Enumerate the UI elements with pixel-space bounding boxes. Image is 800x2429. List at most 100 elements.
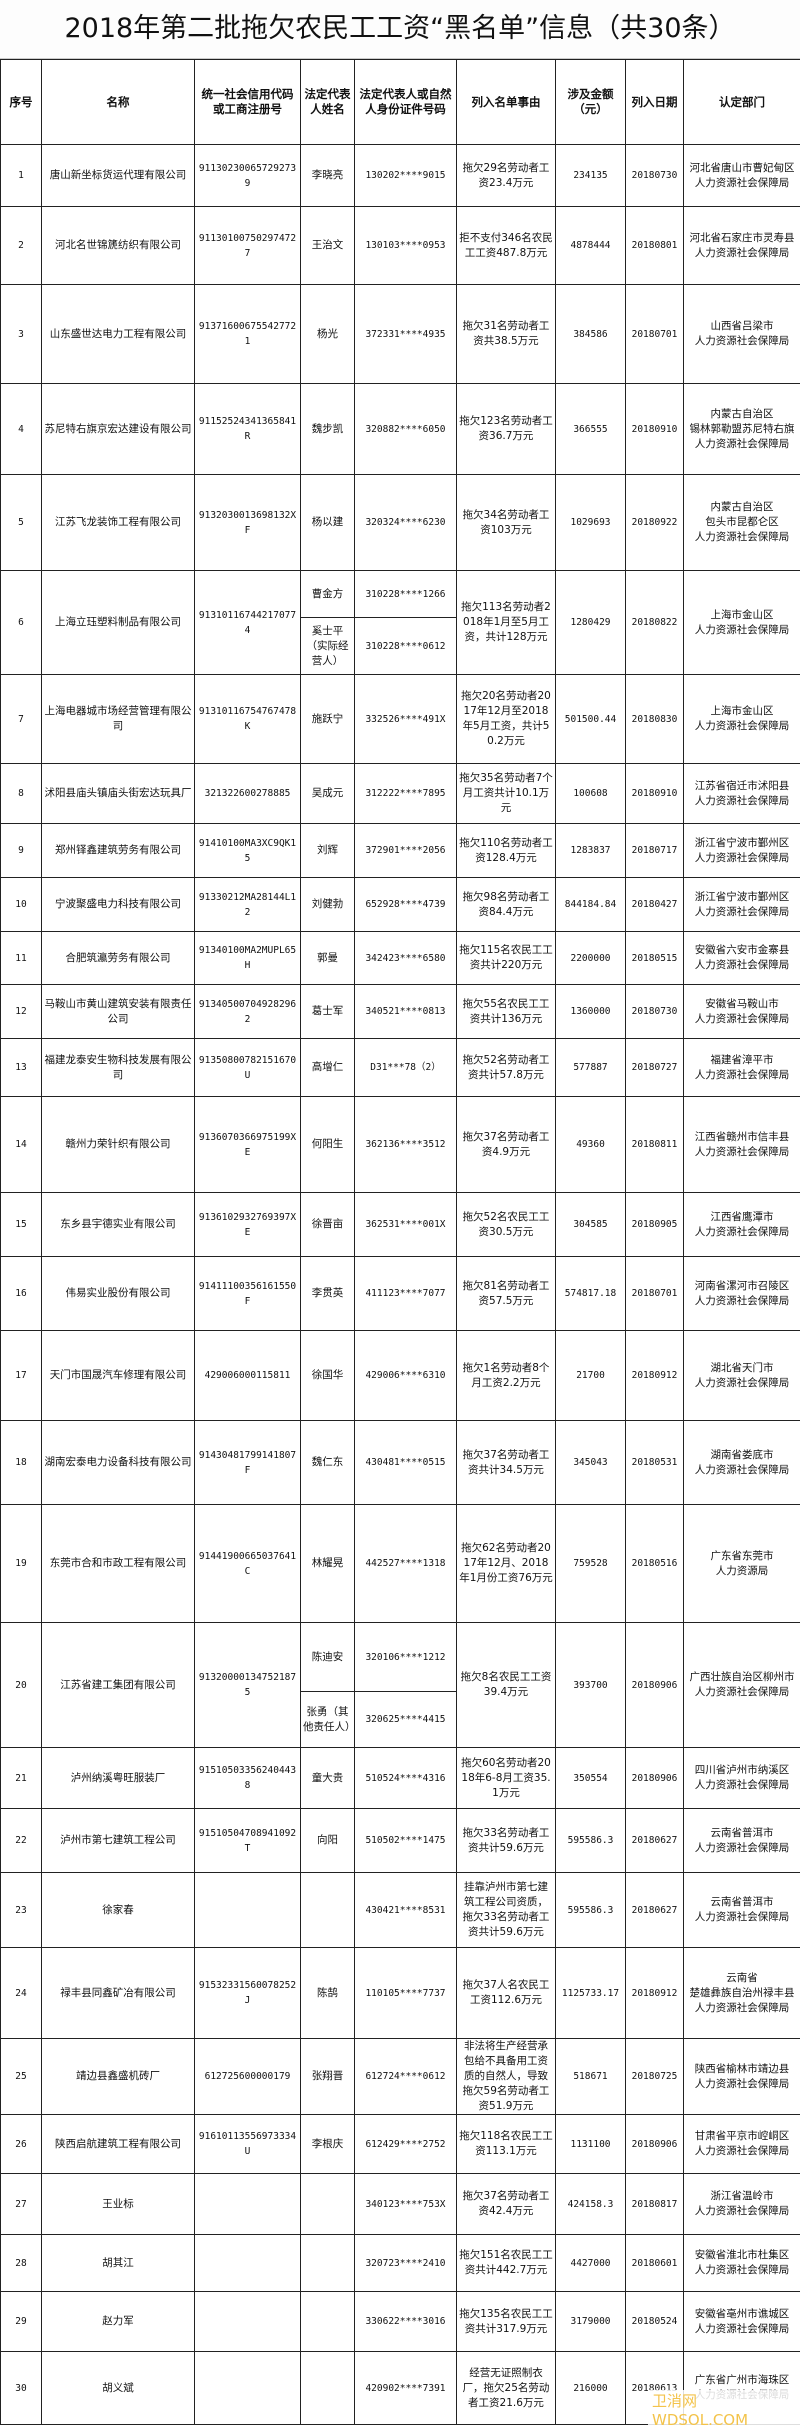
listing-date: 20180730 <box>626 145 684 207</box>
entity-name: 陕西启航建筑工程有限公司 <box>42 2115 195 2174</box>
reason: 拖欠81名劳动者工资57.5万元 <box>457 1257 556 1331</box>
legal-rep-name <box>301 2352 355 2425</box>
listing-date: 20180817 <box>626 2174 684 2235</box>
row-number: 3 <box>1 285 42 384</box>
reason: 拖欠33名劳动者工资共计59.6万元 <box>457 1809 556 1873</box>
amount: 1360000 <box>556 985 626 1039</box>
row-number: 9 <box>1 824 42 878</box>
legal-rep-name: 曹金方 <box>301 571 355 618</box>
legal-rep-name: 向阳 <box>301 1809 355 1873</box>
listing-date: 20180906 <box>626 1748 684 1809</box>
legal-rep-name: 吴成元 <box>301 764 355 824</box>
credit-code: 91411100356161550F <box>195 1257 301 1331</box>
header-name: 名称 <box>42 60 195 145</box>
amount: 759528 <box>556 1505 626 1623</box>
department: 甘肃省平京市崆峒区 人力资源社会保障局 <box>684 2115 800 2174</box>
reason: 拖欠29名劳动者工资23.4万元 <box>457 145 556 207</box>
entity-name: 合肥筑瀛劳务有限公司 <box>42 932 195 985</box>
reason: 拖欠60名劳动者2018年6-8月工资35.1万元 <box>457 1748 556 1809</box>
credit-code: 91310116754767478K <box>195 675 301 764</box>
listing-date: 20180627 <box>626 1873 684 1948</box>
entity-name: 马鞍山市黄山建筑安装有限责任公司 <box>42 985 195 1039</box>
department: 云南省 楚雄彝族自治州禄丰县 人力资源社会保障局 <box>684 1948 800 2039</box>
page-title: 2018年第二批拖欠农民工工资“黑名单”信息（共30条） <box>0 0 800 59</box>
reason: 拖欠118名农民工工资113.1万元 <box>457 2115 556 2174</box>
credit-code: 913405007049282962 <box>195 985 301 1039</box>
row-number: 22 <box>1 1809 42 1873</box>
legal-rep-name <box>301 1873 355 1948</box>
amount: 304585 <box>556 1193 626 1257</box>
reason: 拖欠37名劳动者工资42.4万元 <box>457 2174 556 2235</box>
legal-rep-name: 陈迪安 <box>301 1623 355 1692</box>
legal-rep-name: 张翔晋 <box>301 2039 355 2115</box>
legal-rep-name: 高增仁 <box>301 1039 355 1097</box>
header-department: 认定部门 <box>684 60 800 145</box>
listing-date: 20180906 <box>626 1623 684 1748</box>
department: 河北省唐山市曹妃甸区 人力资源社会保障局 <box>684 145 800 207</box>
credit-code: 612725600000179 <box>195 2039 301 2115</box>
amount: 393700 <box>556 1623 626 1748</box>
amount: 424158.3 <box>556 2174 626 2235</box>
credit-code: 911302300657292739 <box>195 145 301 207</box>
header-no: 序号 <box>1 60 42 145</box>
reason: 拖欠1名劳动者8个月工资2.2万元 <box>457 1331 556 1421</box>
row-number: 28 <box>1 2235 42 2292</box>
row-number: 17 <box>1 1331 42 1421</box>
listing-date: 20180801 <box>626 207 684 285</box>
entity-name: 上海电器城市场经营管理有限公司 <box>42 675 195 764</box>
listing-date: 20180906 <box>626 2115 684 2174</box>
listing-date: 20180717 <box>626 824 684 878</box>
reason: 拖欠52名劳动者工资共计57.8万元 <box>457 1039 556 1097</box>
amount: 501500.44 <box>556 675 626 764</box>
credit-code: 913716006755427721 <box>195 285 301 384</box>
header-id-number: 法定代表人或自然 人身份证件号码 <box>355 60 457 145</box>
listing-date: 20180701 <box>626 285 684 384</box>
department: 上海市金山区 人力资源社会保障局 <box>684 571 800 675</box>
entity-name: 徐家春 <box>42 1873 195 1948</box>
credit-code: 91532331560078252J <box>195 1948 301 2039</box>
reason: 拖欠34名劳动者工资103万元 <box>457 475 556 571</box>
row-number: 2 <box>1 207 42 285</box>
id-number: 130103****0953 <box>355 207 457 285</box>
id-number: 612429****2752 <box>355 2115 457 2174</box>
amount: 49360 <box>556 1097 626 1193</box>
department: 湖北省天门市 人力资源社会保障局 <box>684 1331 800 1421</box>
listing-date: 20180912 <box>626 1331 684 1421</box>
amount: 1131100 <box>556 2115 626 2174</box>
listing-date: 20180531 <box>626 1421 684 1505</box>
amount: 216000 <box>556 2352 626 2425</box>
reason: 拖欠135名农民工工资共计317.9万元 <box>457 2292 556 2352</box>
id-number: 362136****3512 <box>355 1097 457 1193</box>
department: 广西壮族自治区柳州市 人力资源社会保障局 <box>684 1623 800 1748</box>
id-number: 310228****0612 <box>355 618 457 675</box>
credit-code: 91610113556973334U <box>195 2115 301 2174</box>
amount: 595586.3 <box>556 1809 626 1873</box>
amount: 345043 <box>556 1421 626 1505</box>
legal-rep-name: 林耀晃 <box>301 1505 355 1623</box>
entity-name: 禄丰县同鑫矿冶有限公司 <box>42 1948 195 2039</box>
row-number: 6 <box>1 571 42 675</box>
department: 安徽省六安市金寨县 人力资源社会保障局 <box>684 932 800 985</box>
entity-name: 上海立珏塑料制品有限公司 <box>42 571 195 675</box>
amount: 21700 <box>556 1331 626 1421</box>
id-number: 612724****0612 <box>355 2039 457 2115</box>
row-number: 8 <box>1 764 42 824</box>
reason: 拖欠37人名农民工工资112.6万元 <box>457 1948 556 2039</box>
credit-code: 91330212MA28144L12 <box>195 878 301 932</box>
legal-rep-name: 徐晋亩 <box>301 1193 355 1257</box>
legal-rep-name: 葛士军 <box>301 985 355 1039</box>
amount: 384586 <box>556 285 626 384</box>
id-number: 130202****9015 <box>355 145 457 207</box>
reason: 拖欠110名劳动者工资128.4万元 <box>457 824 556 878</box>
id-number: 429006****6310 <box>355 1331 457 1421</box>
